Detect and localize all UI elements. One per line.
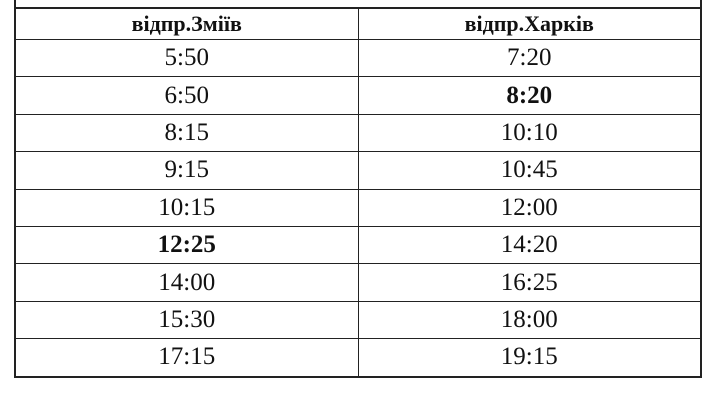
table-top-edge-left: [14, 0, 16, 8]
header-zmiiv: відпр.Зміїв: [14, 7, 359, 40]
departure-zmiiv: 17:15: [14, 338, 359, 378]
header-kharkiv: відпр.Харків: [357, 7, 702, 40]
table-row: 15:30 18:00: [14, 300, 702, 340]
departure-zmiiv: 8:15: [14, 113, 359, 153]
departure-kharkiv: 10:45: [357, 151, 702, 190]
table-row: 8:15 10:10: [14, 113, 702, 153]
departure-zmiiv: 10:15: [14, 188, 359, 227]
departure-zmiiv: 12:25: [14, 225, 359, 265]
table-header-row: відпр.Зміїв відпр.Харків: [14, 7, 702, 40]
table-top-edge-right: [700, 0, 702, 8]
departure-kharkiv: 10:10: [357, 113, 702, 153]
departure-kharkiv: 7:20: [357, 38, 702, 78]
departure-zmiiv: 9:15: [14, 151, 359, 190]
departure-kharkiv: 18:00: [357, 300, 702, 340]
table-row: 12:25 14:20: [14, 225, 702, 265]
departure-zmiiv: 6:50: [14, 76, 359, 115]
table-row: 10:15 12:00: [14, 188, 702, 227]
departure-kharkiv: 8:20: [357, 76, 702, 115]
departure-zmiiv: 14:00: [14, 263, 359, 302]
table-row: 17:15 19:15: [14, 338, 702, 378]
departure-kharkiv: 12:00: [357, 188, 702, 227]
departure-zmiiv: 15:30: [14, 300, 359, 340]
table-row: 9:15 10:45: [14, 151, 702, 190]
table-row: 6:50 8:20: [14, 76, 702, 115]
departure-kharkiv: 16:25: [357, 263, 702, 302]
departure-kharkiv: 14:20: [357, 225, 702, 265]
table-row: 5:50 7:20: [14, 38, 702, 78]
table-row: 14:00 16:25: [14, 263, 702, 302]
departure-kharkiv: 19:15: [357, 338, 702, 378]
departure-zmiiv: 5:50: [14, 38, 359, 78]
schedule-table: відпр.Зміїв відпр.Харків 5:50 7:20 6:50 8:2…: [14, 7, 702, 378]
